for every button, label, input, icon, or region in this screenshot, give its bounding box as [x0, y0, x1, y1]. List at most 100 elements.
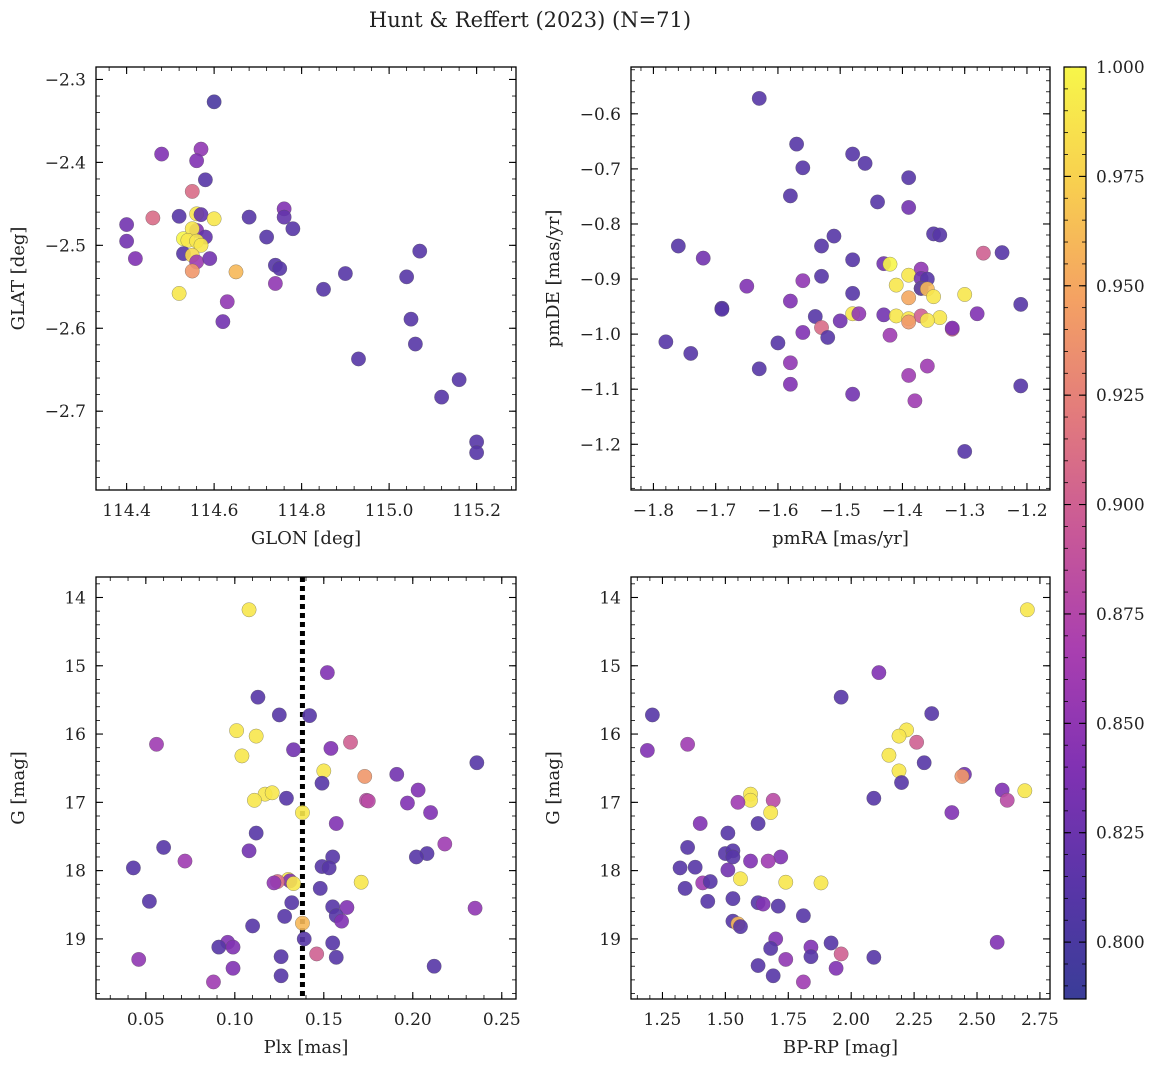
data-point: [353, 874, 369, 890]
data-point: [407, 336, 423, 352]
data-point: [286, 876, 301, 892]
data-point: [119, 233, 135, 249]
data-point: [882, 327, 898, 343]
data-point: [125, 860, 141, 876]
colorbar: 0.800 0.825 0.850 0.875 0.900 0.925 0.950 0.975…: [1063, 58, 1145, 1000]
x-tick-label: 0.25: [483, 1010, 521, 1030]
colorbar-ticks: 0.800 0.825 0.850 0.875 0.900 0.925 0.950 0.975…: [1064, 58, 1145, 987]
data-point: [316, 281, 331, 297]
data-point: [241, 843, 257, 859]
data-point: [312, 880, 328, 896]
data-point: [127, 251, 143, 267]
data-point: [814, 238, 829, 254]
data-point: [357, 768, 373, 784]
data-point: [271, 707, 287, 723]
data-point: [789, 136, 805, 152]
data-point: [795, 325, 811, 340]
y-tick-label: 14: [64, 588, 86, 608]
data-point: [225, 960, 241, 976]
y-tick-label: −2.3: [45, 70, 86, 90]
data-point: [751, 90, 767, 106]
data-point: [763, 941, 779, 956]
data-point: [730, 794, 746, 810]
data-point: [309, 946, 325, 962]
data-point: [337, 266, 353, 281]
y-tick-label: −0.6: [580, 105, 621, 125]
y-tick-label: −1.1: [580, 380, 621, 400]
data-point: [189, 153, 205, 169]
data-point: [131, 951, 147, 967]
data-point: [325, 935, 341, 951]
data-point: [743, 792, 758, 808]
data-point: [145, 210, 161, 226]
data-point: [658, 334, 674, 350]
data-point: [919, 358, 935, 374]
data-point: [229, 723, 245, 739]
data-point: [866, 790, 882, 806]
data-point: [909, 734, 925, 750]
data-point: [149, 736, 164, 752]
data-point: [1013, 378, 1029, 394]
data-point: [193, 207, 209, 223]
data-point: [888, 277, 904, 293]
data-point: [881, 747, 897, 763]
y-tick-label: −1.2: [580, 435, 621, 455]
data-point: [302, 708, 318, 724]
data-point: [399, 269, 415, 285]
data-point: [319, 665, 335, 681]
colorbar-gradient: [1063, 66, 1087, 1000]
data-point: [833, 689, 849, 705]
data-point: [284, 895, 300, 911]
data-point: [1019, 602, 1035, 618]
data-point: [272, 261, 288, 276]
x-axis-label: Plx [mas]: [264, 1037, 349, 1058]
data-point: [171, 208, 187, 224]
y-tick-label: −0.8: [580, 215, 621, 235]
data-point: [296, 931, 312, 947]
points-layer: [658, 90, 1029, 459]
data-point: [334, 913, 350, 929]
data-point: [782, 188, 798, 204]
data-point: [314, 775, 330, 791]
x-tick-label: 115.0: [365, 501, 414, 521]
y-axis-label: G [mag]: [8, 751, 29, 824]
data-point: [294, 805, 310, 821]
data-point: [919, 312, 935, 328]
y-tick-label: 15: [64, 657, 86, 677]
data-point: [184, 263, 200, 279]
data-point: [820, 329, 836, 345]
y-axis-label: GLAT [deg]: [8, 227, 29, 331]
data-point: [469, 445, 485, 461]
data-point: [733, 871, 748, 887]
x-tick-label: 1.25: [644, 1010, 682, 1030]
data-point: [857, 155, 873, 171]
data-point: [876, 307, 892, 323]
data-point: [975, 245, 991, 261]
data-point: [725, 849, 741, 865]
y-tick-label: −2.5: [45, 236, 86, 256]
x-axis-label: BP-RP [mag]: [783, 1037, 898, 1058]
data-point: [907, 393, 923, 409]
colorbar-tick-label: 0.900: [1096, 496, 1145, 516]
data-point: [399, 795, 415, 811]
data-point: [894, 775, 909, 790]
x-tick-label: −1.4: [882, 501, 923, 521]
y-tick-label: 18: [64, 862, 86, 882]
data-point: [412, 243, 428, 259]
x-tick-label: 2.25: [895, 1010, 933, 1030]
panel-cmd: 1.25 1.50 1.75 2.00 2.25 2.50 2.75 14 15 16 17 18 19…: [543, 576, 1059, 1058]
axes-frame: [630, 576, 1051, 1000]
data-point: [778, 874, 794, 890]
data-point: [294, 915, 310, 931]
y-tick-label: 16: [599, 725, 621, 745]
x-tick-label: −1.8: [633, 501, 674, 521]
data-point: [795, 974, 811, 990]
data-point: [328, 949, 344, 965]
colorbar-tick-label: 0.800: [1096, 933, 1145, 953]
points-layer: [119, 94, 485, 461]
data-point: [733, 919, 748, 935]
data-point: [677, 880, 693, 896]
data-point: [901, 290, 917, 306]
y-tick-label: −0.7: [580, 160, 621, 180]
